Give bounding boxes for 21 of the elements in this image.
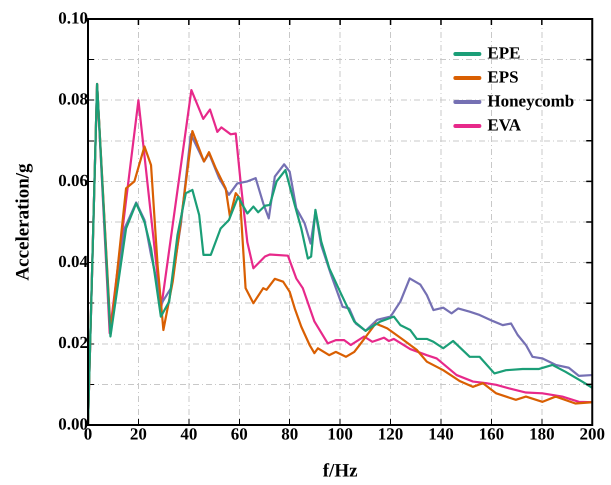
x-tick-label: 120 [378, 424, 404, 444]
x-tick-label: 20 [130, 424, 147, 444]
legend-label: Honeycomb [487, 91, 574, 110]
y-axis-title: Acceleration/g [12, 162, 34, 281]
x-tick-label: 140 [428, 424, 454, 444]
y-tick-label: 0.04 [58, 252, 88, 271]
x-tick-label: 100 [327, 424, 353, 444]
legend-label: EVA [487, 115, 522, 134]
legend-label: EPS [487, 67, 519, 86]
y-tick-label: 0.02 [58, 333, 88, 352]
legend-label: EPE [487, 43, 520, 62]
x-tick-label: 160 [478, 424, 504, 444]
y-tick-label: 0.10 [58, 8, 88, 28]
x-axis-title: f/Hz [322, 460, 358, 482]
x-tick-label: 180 [529, 424, 555, 444]
y-tick-label: 0.08 [58, 90, 88, 109]
x-tick-label: 40 [180, 424, 198, 444]
y-tick-label: 0.06 [58, 170, 88, 190]
x-tick-label: 80 [281, 424, 298, 444]
x-tick-label: 200 [580, 424, 605, 444]
x-tick-label: 60 [230, 424, 248, 444]
